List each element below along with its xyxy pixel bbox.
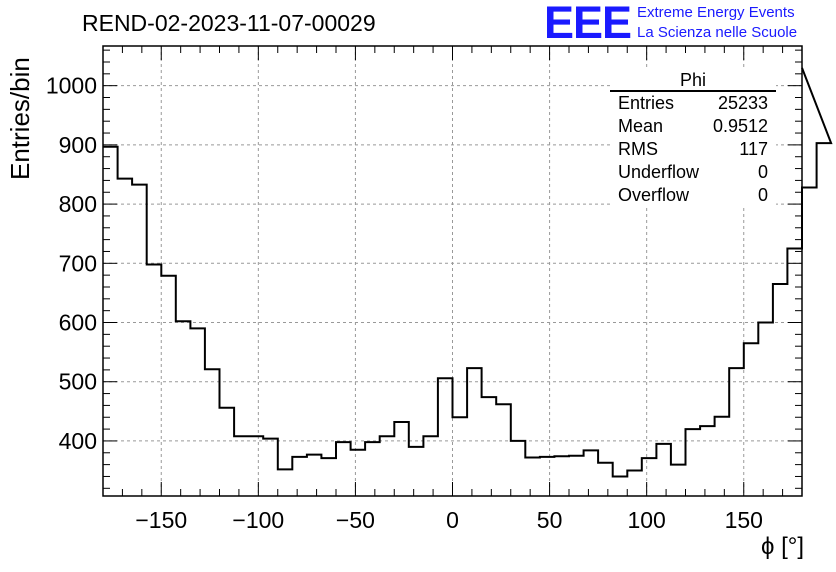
x-tick-label: −50 — [336, 507, 375, 533]
x-tick-label: −100 — [232, 507, 284, 533]
logo-line-2: La Scienza nelle Scuole — [637, 24, 798, 41]
stats-label: RMS — [618, 139, 658, 159]
y-tick-label: 400 — [59, 428, 97, 454]
stats-row: Entries 25233 — [610, 92, 776, 115]
y-tick-label: 600 — [59, 310, 97, 336]
stats-title: Phi — [610, 70, 776, 92]
stats-label: Mean — [618, 116, 664, 136]
stats-box: Phi Entries 25233 Mean 0.9512 RMS 117 Under… — [610, 70, 776, 207]
x-tick-label: 0 — [446, 507, 459, 533]
stats-row: RMS 117 — [610, 138, 776, 161]
x-tick-label: 50 — [537, 507, 563, 533]
y-tick-label: 500 — [59, 369, 97, 395]
stats-value: 0.9512 — [712, 116, 768, 136]
histogram-series — [103, 67, 833, 478]
stats-row: Underflow 0 — [610, 161, 776, 184]
stats-label: Entries — [618, 93, 675, 113]
plot-frame — [102, 45, 803, 497]
x-tick-label: −150 — [135, 507, 187, 533]
stats-label: Underflow — [618, 162, 700, 182]
y-tick-label: 1000 — [46, 73, 97, 99]
stats-value: 25233 — [717, 93, 768, 113]
x-tick-label: 150 — [725, 507, 763, 533]
y-tick-label: 700 — [59, 250, 97, 276]
y-tick-label: 800 — [59, 191, 97, 217]
stats-value: 117 — [739, 139, 768, 159]
stats-label: Overflow — [618, 185, 690, 205]
stats-value: 0 — [757, 162, 768, 182]
stats-value: 0 — [757, 185, 768, 205]
y-axis-label: Entries/bin — [5, 57, 35, 180]
y-tick-label: 900 — [59, 132, 97, 158]
stats-row: Mean 0.9512 — [610, 115, 776, 138]
stats-row: Overflow 0 — [610, 184, 776, 207]
logo-line-1: Extreme Energy Events — [637, 4, 795, 21]
x-tick-label: 100 — [627, 507, 665, 533]
eee-logo: EEE — [544, 0, 632, 48]
x-axis-label: ϕ [°] — [760, 533, 804, 560]
chart-title: REND-02-2023-11-07-00029 — [82, 10, 376, 36]
